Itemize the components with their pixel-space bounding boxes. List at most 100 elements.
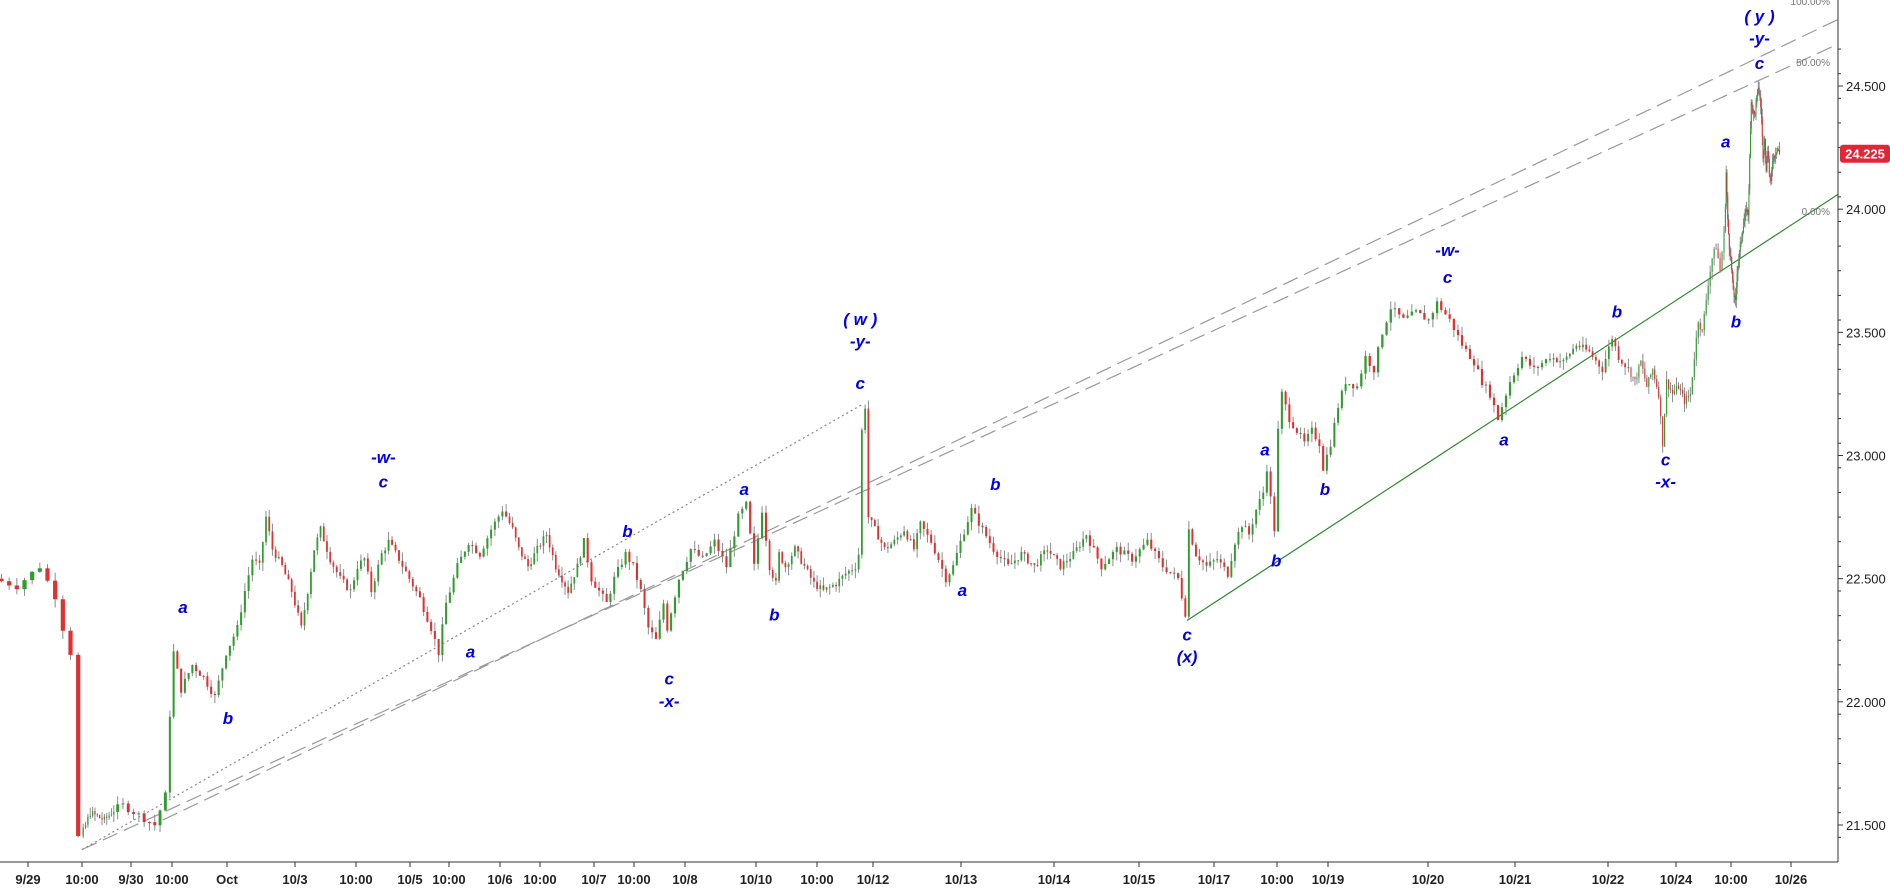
x-tick-label: 10/20 [1412, 872, 1445, 887]
candle-body [475, 545, 478, 553]
candle-body [813, 577, 815, 582]
candle-body [903, 531, 906, 536]
candle-body [922, 521, 925, 529]
candle-body [1662, 416, 1664, 447]
candle-body [654, 632, 657, 639]
candle-body [1468, 348, 1472, 359]
candle-body [1604, 358, 1607, 373]
candle-body [1724, 206, 1726, 232]
candle-body [906, 531, 909, 540]
x-tick-label: 10/21 [1499, 872, 1532, 887]
candle-body [524, 556, 526, 559]
candle-body [816, 581, 818, 590]
candle-body [1237, 531, 1240, 545]
candle-body [1668, 379, 1670, 390]
candle-body [391, 539, 394, 545]
candle-body [1414, 310, 1418, 312]
candle-body [153, 822, 157, 826]
candle-body [1393, 308, 1397, 310]
candle-body [456, 563, 459, 578]
candle-body [206, 676, 209, 687]
candle-body [1115, 546, 1118, 553]
candle-body [725, 556, 728, 568]
candle-body [628, 551, 631, 563]
candle-body [1705, 300, 1707, 315]
candle-body [1500, 407, 1504, 420]
candle-body [561, 575, 563, 583]
candle-body [1747, 209, 1749, 216]
candle-body [1779, 150, 1781, 154]
y-tick-label: 24.500 [1846, 79, 1886, 94]
x-tick-label: 10/7 [581, 872, 606, 887]
candle-body [620, 564, 623, 567]
candle-body [1760, 97, 1762, 107]
candle-body [1725, 172, 1727, 207]
candle-body [401, 560, 404, 567]
candle-body [1772, 161, 1774, 163]
candle-body [1664, 414, 1666, 447]
candle-body [1092, 545, 1095, 548]
candle-body [864, 408, 867, 430]
candle-body [1726, 172, 1728, 197]
candle-body [1480, 369, 1484, 386]
candle-body [1713, 248, 1715, 259]
candle-body [941, 560, 944, 569]
candle-body [1138, 549, 1141, 557]
candle-body [1761, 116, 1763, 137]
x-tick-label: 10/24 [1660, 872, 1693, 887]
x-tick-label: 10:00 [65, 872, 98, 887]
candle-body [944, 568, 947, 583]
candle-body [832, 584, 834, 587]
candle-body [373, 581, 376, 593]
candle-body [277, 556, 280, 559]
candle-body [316, 537, 319, 551]
candle-body [1423, 313, 1426, 320]
candle-body [261, 542, 264, 563]
candle-body [1601, 366, 1604, 373]
candle-body [437, 638, 440, 656]
candle-body [1732, 279, 1734, 290]
candle-body [271, 531, 274, 550]
candle-body [1627, 367, 1630, 369]
candle-body [570, 583, 573, 593]
candle-body [1634, 376, 1636, 380]
x-tick-label: 10:00 [1714, 872, 1747, 887]
candle-body [952, 565, 955, 575]
wave-label: -w- [1435, 241, 1460, 260]
y-tick-label: 23.500 [1846, 325, 1886, 340]
candle-body [749, 501, 752, 534]
x-tick-label: 10/22 [1592, 872, 1625, 887]
candle-body [1476, 365, 1480, 370]
candle-body [527, 558, 529, 567]
candle-body [778, 552, 780, 581]
wave-label: -w- [371, 448, 396, 467]
candle-body [1251, 524, 1254, 535]
x-tick-label: 10:00 [432, 872, 465, 887]
candle-body [977, 513, 980, 526]
candle-body [353, 580, 355, 590]
candle-body [847, 570, 850, 574]
candle-body [1337, 408, 1340, 423]
candle-body [1552, 358, 1555, 360]
candle-body [1046, 550, 1049, 552]
candle-body [582, 538, 585, 558]
candle-body [841, 575, 844, 579]
candle-body [1187, 529, 1190, 617]
candle-body [326, 541, 328, 552]
candle-body [1154, 548, 1157, 552]
candle-body [37, 568, 42, 572]
candle-body [916, 533, 919, 550]
candle-body [992, 543, 995, 552]
candle-body [482, 548, 485, 557]
candle-body [1104, 563, 1107, 570]
candle-body [1658, 387, 1660, 398]
candle-body [1749, 157, 1751, 190]
candle-body [1735, 295, 1737, 301]
candle-body [1299, 432, 1302, 434]
candle-body [290, 579, 293, 592]
candle-body [1675, 385, 1678, 392]
candle-body [1212, 560, 1215, 562]
candle-body [1746, 209, 1748, 212]
candle-body [930, 534, 933, 543]
candle-body [1727, 196, 1729, 220]
